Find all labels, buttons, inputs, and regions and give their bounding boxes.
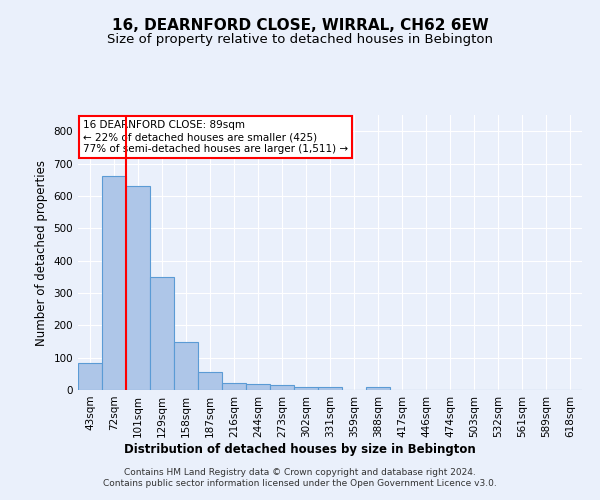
Bar bbox=[294, 387, 318, 390]
Text: 16, DEARNFORD CLOSE, WIRRAL, CH62 6EW: 16, DEARNFORD CLOSE, WIRRAL, CH62 6EW bbox=[112, 18, 488, 32]
Bar bbox=[246, 384, 270, 390]
Bar bbox=[366, 388, 390, 390]
Bar bbox=[102, 176, 126, 390]
Bar bbox=[270, 385, 294, 390]
Bar bbox=[78, 362, 102, 390]
Bar bbox=[150, 278, 174, 390]
Text: Distribution of detached houses by size in Bebington: Distribution of detached houses by size … bbox=[124, 442, 476, 456]
Bar bbox=[198, 372, 222, 390]
Bar bbox=[174, 342, 198, 390]
Text: Size of property relative to detached houses in Bebington: Size of property relative to detached ho… bbox=[107, 32, 493, 46]
Y-axis label: Number of detached properties: Number of detached properties bbox=[35, 160, 48, 346]
Bar bbox=[318, 388, 342, 390]
Text: Contains HM Land Registry data © Crown copyright and database right 2024.
Contai: Contains HM Land Registry data © Crown c… bbox=[103, 468, 497, 487]
Bar bbox=[126, 186, 150, 390]
Bar bbox=[222, 383, 246, 390]
Text: 16 DEARNFORD CLOSE: 89sqm
← 22% of detached houses are smaller (425)
77% of semi: 16 DEARNFORD CLOSE: 89sqm ← 22% of detac… bbox=[83, 120, 348, 154]
